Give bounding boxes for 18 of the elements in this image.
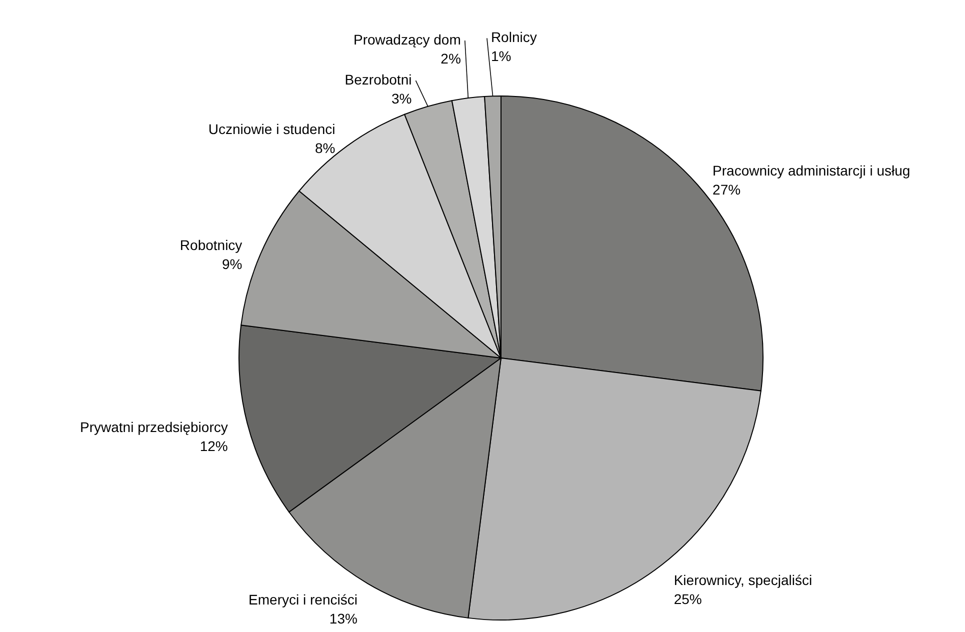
data-label: 3% [391, 90, 412, 107]
slice-label: Uczniowie i studenci [208, 120, 336, 137]
data-label: 25% [674, 590, 702, 607]
data-label: 13% [329, 610, 358, 627]
data-label: 12% [200, 438, 228, 454]
data-label: 2% [440, 50, 461, 67]
slice-label: Robotnicy [180, 237, 242, 254]
data-label: 27% [712, 182, 741, 198]
slice-label: Kierownicy, specjaliści [674, 572, 812, 588]
slice-label: Bezrobotni [344, 72, 412, 88]
data-label: 8% [315, 140, 336, 156]
slice-label: Prowadzący dom [354, 32, 461, 48]
slice-label: Pracownicy administarcji i usług [712, 162, 910, 179]
slice-label: Rolnicy [490, 29, 537, 46]
slice-label: Prywatni przedsiębiorcy [80, 419, 228, 436]
data-label: 9% [222, 256, 242, 272]
data-label: 1% [490, 48, 512, 64]
slice-label: Emeryci i renciści [248, 592, 358, 608]
